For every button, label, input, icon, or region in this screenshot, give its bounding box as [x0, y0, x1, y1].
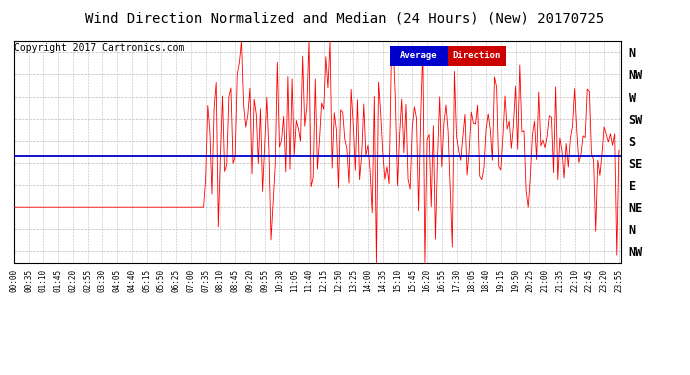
Text: Wind Direction Normalized and Median (24 Hours) (New) 20170725: Wind Direction Normalized and Median (24…: [86, 11, 604, 25]
Text: Copyright 2017 Cartronics.com: Copyright 2017 Cartronics.com: [14, 44, 185, 54]
